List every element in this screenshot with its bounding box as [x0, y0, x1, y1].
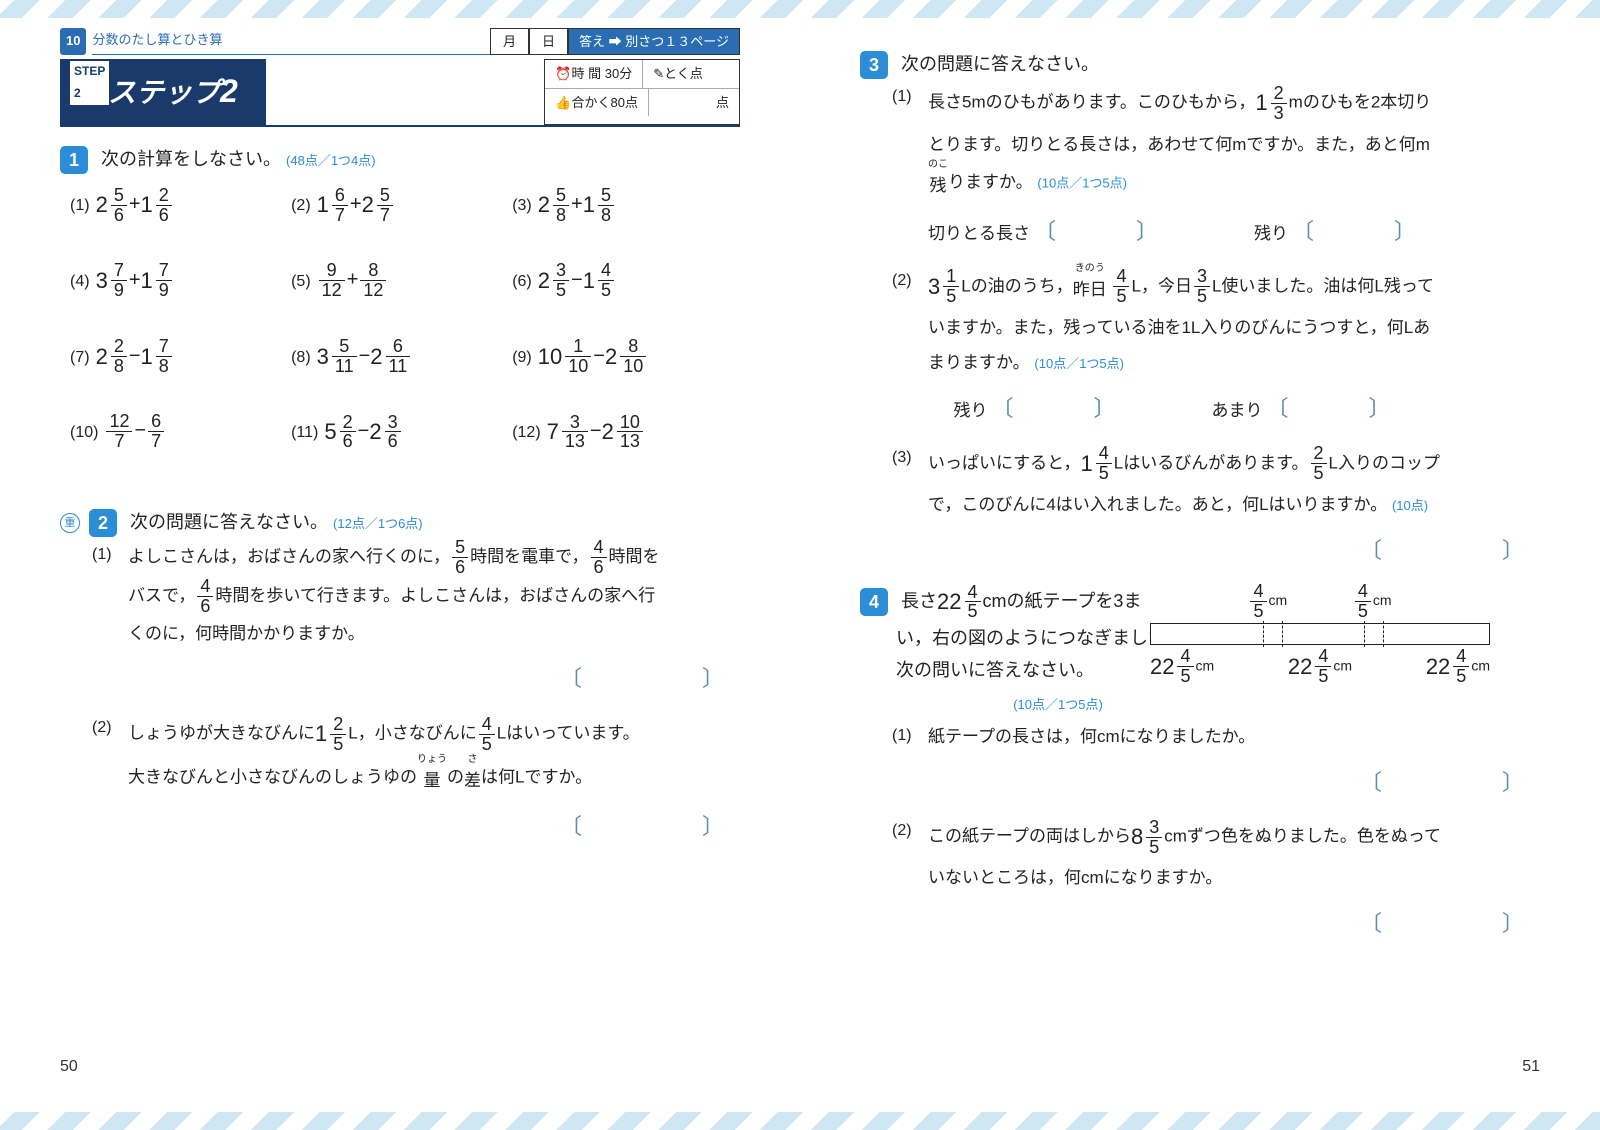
q1-5: (5)912+812 [291, 261, 512, 301]
q3-2: (2) 315Lの油のうち，きのう昨日 45L，今日35L使いました。油は何L残… [892, 264, 1540, 382]
q3-badge: 3 [860, 51, 888, 79]
q3-3: (3) いっぱいにすると，145Lはいるびんがあります。25L入りのコップ で，… [892, 441, 1540, 523]
q4-prompt: 長さ2245cmの紙テープを3ま [901, 591, 1141, 611]
q2-2-answer [60, 807, 740, 847]
q1-problems: (1)256+126 (2)167+257 (3)258+158 (4)379+… [70, 185, 740, 487]
chapter-number: 10 [60, 28, 86, 55]
time-cell: ⏰時 間 30分 [545, 60, 643, 87]
q4-badge: 4 [860, 588, 888, 616]
q1-7: (7)228−178 [70, 337, 291, 377]
q1-4: (4)379+179 [70, 261, 291, 301]
page-left: 10 分数のたし算とひき算 月 日 答え ➡ 別さつ１３ページ STEP2 ステ… [0, 28, 800, 1102]
month-cell: 月 [490, 28, 529, 55]
stripe-top [0, 0, 1600, 18]
step-number: 2 [220, 73, 238, 109]
q1-prompt: 次の計算をしなさい。 [101, 149, 281, 169]
step-title: ステップ [108, 77, 220, 108]
step-badge: STEP2 ステップ2 [60, 59, 266, 125]
date-answer-box: 月 日 答え ➡ 別さつ１３ページ [490, 28, 740, 55]
q3-1-answers: 切りとる長さ 残り [860, 212, 1540, 252]
q1-9: (9)10110−2810 [512, 337, 733, 377]
chapter-title: 分数のたし算とひき算 [92, 28, 490, 55]
page-right: 3 次の問題に答えなさい。 (1) 長さ5mのひもがあります。このひもから，12… [800, 28, 1600, 1102]
q1-2: (2)167+257 [291, 185, 512, 225]
step-bar: STEP2 ステップ2 ⏰時 間 30分 ✎とく点 👍合かく80点 点 [60, 59, 740, 127]
q3-2-answers: 残り あまり [860, 389, 1540, 429]
q4-2: (2) この紙テープの両はしから835cmずつ色をぬりました。色をぬって いない… [892, 814, 1540, 896]
hint-icon: 重 [60, 513, 80, 533]
q1-12: (12)7313−21013 [512, 412, 733, 452]
q2-1: (1) よしこさんは，おばさんの家へ行くのに，56時間を電車で，46時間を バス… [92, 538, 740, 651]
score-unit-cell: 点 [649, 89, 739, 116]
q1-10: (10)127−67 [70, 412, 291, 452]
q4-1-answer [860, 763, 1540, 803]
q1-3: (3)258+158 [512, 185, 733, 225]
q1-6: (6)235−145 [512, 261, 733, 301]
q1-8: (8)3511−2611 [291, 337, 512, 377]
page-number-left: 50 [60, 1053, 78, 1082]
stripe-bottom [0, 1112, 1600, 1130]
q1-1: (1)256+126 [70, 185, 291, 225]
q2-badge: 2 [89, 509, 117, 537]
page-number-right: 51 [1522, 1053, 1540, 1082]
q3-1: (1) 長さ5mのひもがあります。このひもから，123mのひもを2本切り とりま… [892, 80, 1540, 204]
chapter-header: 10 分数のたし算とひき算 月 日 答え ➡ 別さつ１３ページ [60, 28, 740, 55]
q3-prompt: 次の問題に答えなさい。 [901, 54, 1099, 74]
pass-cell: 👍合かく80点 [545, 89, 649, 116]
q1: 1 次の計算をしなさい。 (48点／1つ4点) [60, 143, 740, 175]
q3: 3 次の問題に答えなさい。 [860, 48, 1540, 80]
q2-2: (2) しょうゆが大きなびんに125L，小さなびんに45Lはいっています。 大き… [92, 711, 740, 799]
info-box: ⏰時 間 30分 ✎とく点 👍合かく80点 点 [544, 59, 740, 125]
q3-3-answer [860, 531, 1540, 571]
tape-figure: 45cm 45cm 2245cm 2245cm 2245cm [1150, 582, 1490, 686]
q4-1: (1)紙テープの長さは，何cmになりましたか。 [892, 719, 1540, 755]
score-label-cell: ✎とく点 [643, 60, 733, 87]
q4: 4 長さ2245cmの紙テープを3ま い，右の図のようにつなぎました。 次の問い… [860, 582, 1540, 719]
answer-ref: 答え ➡ 別さつ１３ページ [568, 28, 740, 55]
q2-points: (12点／1つ6点) [333, 516, 423, 531]
q2-1-answer [60, 659, 740, 699]
q1-badge: 1 [60, 146, 88, 174]
day-cell: 日 [529, 28, 568, 55]
step-small-label: STEP2 [70, 61, 109, 104]
q4-2-answer [860, 904, 1540, 944]
q1-11: (11)526−236 [291, 412, 512, 452]
q2-prompt: 次の問題に答えなさい。 [130, 512, 328, 532]
q2: 重 2 次の問題に答えなさい。 (12点／1つ6点) [60, 506, 740, 538]
q1-points: (48点／1つ4点) [286, 153, 376, 168]
